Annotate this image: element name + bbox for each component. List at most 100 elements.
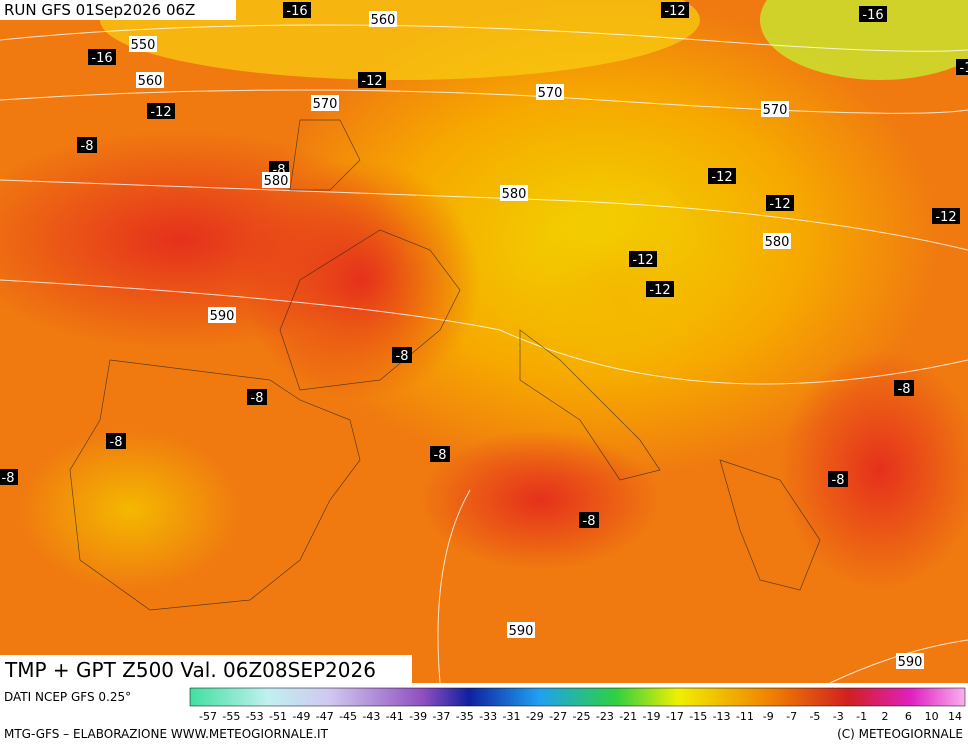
contour-label: -12 xyxy=(361,74,382,89)
contour-label: -12 xyxy=(935,210,956,225)
legend-tick-label: -31 xyxy=(502,710,520,723)
contour-label: 560 xyxy=(138,74,163,89)
contour-label: -8 xyxy=(583,514,596,529)
title-box xyxy=(0,655,412,683)
map-title: TMP + GPT Z500 Val. 06Z08SEP2026 xyxy=(4,658,376,682)
legend-tick-label: -27 xyxy=(549,710,567,723)
coastlines xyxy=(69,119,821,611)
contour-label-box xyxy=(894,380,914,396)
contour-label-box xyxy=(507,622,535,638)
contour-label-box xyxy=(77,137,97,153)
legend-tick-label: -53 xyxy=(246,710,264,723)
contour-label: 580 xyxy=(502,187,527,202)
legend-tick-label: -1 xyxy=(856,710,867,723)
contour-label-box xyxy=(430,446,450,462)
contour-label: 550 xyxy=(131,38,156,53)
contour-label: -12 xyxy=(711,170,732,185)
legend-tick-label: -55 xyxy=(222,710,240,723)
contour-label: 570 xyxy=(538,86,563,101)
contour-label: -12 xyxy=(632,253,653,268)
legend-tick-label: -15 xyxy=(689,710,707,723)
contour-label-box xyxy=(311,95,339,111)
contour-label: -8 xyxy=(81,139,94,154)
legend-tick-label: -35 xyxy=(456,710,474,723)
contour-label: 580 xyxy=(264,174,289,189)
contour-label-box xyxy=(147,103,175,119)
legend-tick-label: -29 xyxy=(526,710,544,723)
map-shading xyxy=(20,430,240,590)
contour-label-box xyxy=(932,208,960,224)
map-shading xyxy=(520,210,720,390)
legend-tick-label: -47 xyxy=(316,710,334,723)
contour-label-box xyxy=(646,281,674,297)
legend-tick-label: 10 xyxy=(925,710,939,723)
legend-tick-label: -3 xyxy=(833,710,844,723)
legend-tick-label: 6 xyxy=(905,710,912,723)
run-label: RUN GFS 01Sep2026 06Z xyxy=(4,1,195,19)
contour-label-box xyxy=(106,433,126,449)
contour-label-box xyxy=(358,72,386,88)
contour-label-box xyxy=(536,84,564,100)
color-bar xyxy=(189,687,966,707)
contour-label-box xyxy=(828,471,848,487)
contour-label-box xyxy=(708,168,736,184)
contour-label: -1 xyxy=(960,61,968,76)
map-shading xyxy=(100,0,700,80)
legend-tick-label: -21 xyxy=(619,710,637,723)
data-source: DATI NCEP GFS 0.25° xyxy=(4,690,131,704)
legend-tick-label: 14 xyxy=(948,710,962,723)
contour-label: 590 xyxy=(898,655,923,670)
contour-label: 570 xyxy=(763,103,788,118)
map-shading xyxy=(780,350,968,590)
contour-label-box xyxy=(0,469,18,485)
legend-tick-label: -41 xyxy=(386,710,404,723)
contour-label-box xyxy=(629,251,657,267)
legend-tick-label: -5 xyxy=(809,710,820,723)
legend-tick-label: -13 xyxy=(713,710,731,723)
contour-label-box xyxy=(129,36,157,52)
contour-label-box xyxy=(136,72,164,88)
contour-label-box xyxy=(500,185,528,201)
contour-label-box xyxy=(283,2,311,18)
contour-label-box xyxy=(247,389,267,405)
contour-label-box xyxy=(88,49,116,65)
legend-tick-label: -25 xyxy=(573,710,591,723)
contour-label: -12 xyxy=(769,197,790,212)
contour-label: -8 xyxy=(898,382,911,397)
contour-label: 560 xyxy=(371,13,396,28)
credit-left: MTG-GFS – ELABORAZIONE WWW.METEOGIORNALE… xyxy=(4,727,329,741)
contour-label-box xyxy=(859,6,887,22)
contour-label-box xyxy=(956,59,968,75)
contour-label-box xyxy=(661,2,689,18)
contour-label: -12 xyxy=(150,105,171,120)
contour-label: -16 xyxy=(286,4,307,19)
contour-label-box xyxy=(761,101,789,117)
run-label-box xyxy=(0,0,236,20)
legend-tick-label: -19 xyxy=(643,710,661,723)
legend-tick-label: 2 xyxy=(881,710,888,723)
contour-label: 580 xyxy=(765,235,790,250)
contour-label: -8 xyxy=(396,349,409,364)
legend-tick-label: -43 xyxy=(362,710,380,723)
contour-label: -8 xyxy=(434,448,447,463)
contour-label-box xyxy=(392,347,412,363)
contour-label: -8 xyxy=(2,471,15,486)
contour-label: -12 xyxy=(649,283,670,298)
legend-tick-label: -23 xyxy=(596,710,614,723)
contour-label-box xyxy=(369,11,397,27)
contour-label-box xyxy=(262,172,290,188)
legend-tick-label: -57 xyxy=(199,710,217,723)
legend-tick-label: -11 xyxy=(736,710,754,723)
legend-tick-label: -7 xyxy=(786,710,797,723)
legend-tick-label: -17 xyxy=(666,710,684,723)
contour-label: -8 xyxy=(832,473,845,488)
credit-right: (C) METEOGIORNALE xyxy=(837,727,963,741)
legend-tick-label: -49 xyxy=(292,710,310,723)
legend-tick-label: -33 xyxy=(479,710,497,723)
contour-label: -16 xyxy=(91,51,112,66)
contour-label: -16 xyxy=(862,8,883,23)
contour-label: 590 xyxy=(210,309,235,324)
legend-tick-label: -45 xyxy=(339,710,357,723)
